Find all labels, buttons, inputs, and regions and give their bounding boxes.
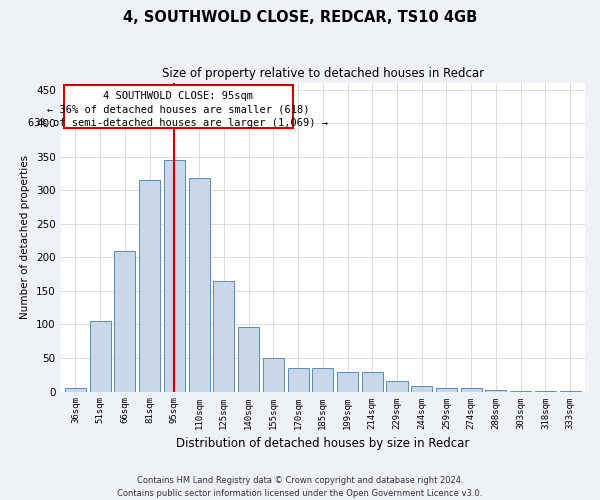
- Bar: [386, 382, 407, 392]
- Text: Contains HM Land Registry data © Crown copyright and database right 2024.
Contai: Contains HM Land Registry data © Crown c…: [118, 476, 482, 498]
- Bar: [362, 372, 383, 392]
- FancyBboxPatch shape: [64, 85, 293, 128]
- Bar: [510, 391, 531, 392]
- Text: 63% of semi-detached houses are larger (1,069) →: 63% of semi-detached houses are larger (…: [28, 118, 328, 128]
- Text: ← 36% of detached houses are smaller (618): ← 36% of detached houses are smaller (61…: [47, 104, 310, 115]
- Bar: [115, 250, 136, 392]
- Y-axis label: Number of detached properties: Number of detached properties: [20, 155, 31, 320]
- Title: Size of property relative to detached houses in Redcar: Size of property relative to detached ho…: [162, 68, 484, 80]
- Bar: [337, 372, 358, 392]
- Text: 4, SOUTHWOLD CLOSE, REDCAR, TS10 4GB: 4, SOUTHWOLD CLOSE, REDCAR, TS10 4GB: [123, 10, 477, 25]
- X-axis label: Distribution of detached houses by size in Redcar: Distribution of detached houses by size …: [176, 437, 469, 450]
- Bar: [436, 388, 457, 392]
- Bar: [312, 368, 334, 392]
- Bar: [89, 321, 110, 392]
- Bar: [263, 358, 284, 392]
- Bar: [164, 160, 185, 392]
- Bar: [535, 391, 556, 392]
- Bar: [139, 180, 160, 392]
- Bar: [411, 386, 432, 392]
- Bar: [238, 326, 259, 392]
- Bar: [560, 391, 581, 392]
- Bar: [461, 388, 482, 392]
- Text: 4 SOUTHWOLD CLOSE: 95sqm: 4 SOUTHWOLD CLOSE: 95sqm: [103, 91, 253, 101]
- Bar: [65, 388, 86, 392]
- Bar: [287, 368, 308, 392]
- Bar: [214, 281, 235, 392]
- Bar: [485, 390, 506, 392]
- Bar: [188, 178, 209, 392]
